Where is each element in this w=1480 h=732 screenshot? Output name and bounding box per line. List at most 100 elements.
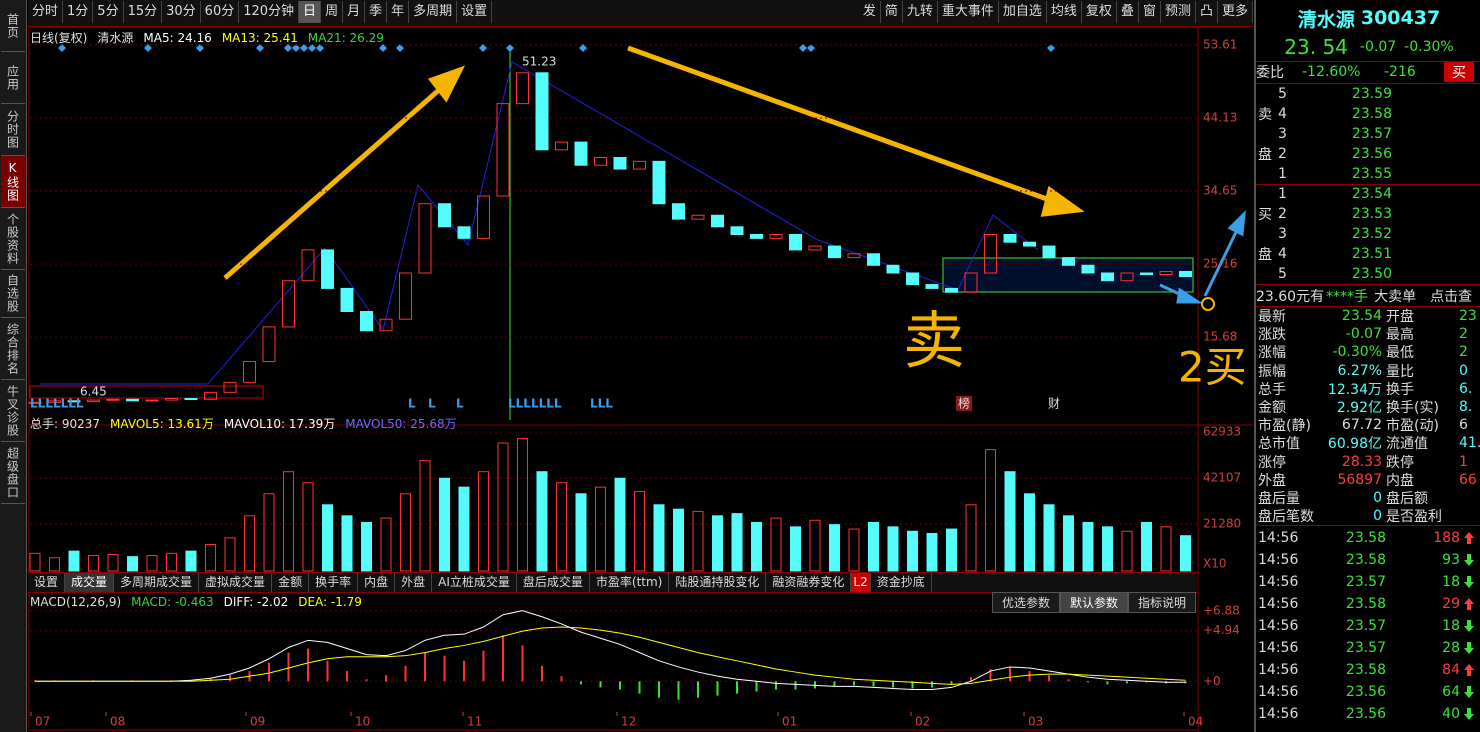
tool-button[interactable]: 更多 (1218, 1, 1253, 23)
macd-button[interactable]: 默认参数 (1060, 592, 1129, 613)
candle (984, 234, 997, 274)
sidebar-item[interactable]: 分时图 (1, 104, 25, 156)
period-button[interactable]: 60分 (201, 1, 240, 23)
macd-button[interactable]: 指标说明 (1128, 592, 1197, 613)
panel-text: 23.55 (1351, 166, 1392, 182)
volume-bar (1024, 493, 1035, 572)
volume-bar (770, 517, 782, 572)
legend-item: DIFF: -2.02 (223, 595, 289, 609)
trade-arrow (1464, 664, 1474, 676)
tool-button[interactable]: 复权 (1082, 1, 1117, 23)
period-button[interactable]: 5分 (93, 1, 124, 23)
panel-text: 8. (1459, 399, 1473, 415)
panel-text: 1 (1278, 186, 1287, 202)
tool-button[interactable]: 九转 (903, 1, 938, 23)
indicator-tab[interactable]: L2 (851, 573, 871, 592)
sidebar-item[interactable]: 超级盘口 (1, 442, 25, 504)
indicator-tab[interactable]: 内盘 (358, 573, 396, 592)
panel-row: 盘 4 23.51 (1256, 244, 1480, 264)
tool-button[interactable]: 简 (881, 1, 903, 23)
period-button[interactable]: 多周期 (409, 1, 458, 23)
tool-button[interactable]: 窗 (1139, 1, 1161, 23)
candle (711, 214, 724, 228)
trade-arrow (1464, 686, 1474, 698)
indicator-tab[interactable]: 多周期成交量 (114, 573, 200, 592)
legend-item: DEA: -1.79 (298, 595, 362, 609)
period-button[interactable]: 日 (299, 1, 322, 23)
period-button[interactable]: 周 (321, 1, 344, 23)
sidebar-item[interactable]: 首页 (1, 0, 25, 52)
indicator-tab[interactable]: 陆股通持股变化 (669, 573, 767, 592)
candle (126, 398, 139, 402)
frame (28, 26, 1199, 731)
candle (847, 253, 861, 259)
panel-text: 内盘 (1386, 472, 1414, 489)
indicator-tab[interactable]: 外盘 (395, 573, 433, 592)
volume-bar (361, 521, 372, 572)
trade-arrow (1464, 708, 1474, 720)
trade-arrow (1464, 620, 1474, 632)
period-button[interactable]: 1分 (63, 1, 94, 23)
volume-bar (634, 491, 645, 572)
buy-button[interactable]: 买 (1444, 62, 1474, 82)
candle (106, 398, 120, 401)
tool-button[interactable]: 凸 (1196, 1, 1218, 23)
candle (945, 287, 958, 293)
legend: MACD(12,26,9) MACD: -0.463 DIFF: -2.02 DEA:… (30, 595, 372, 609)
sidebar-item[interactable]: K线图 (1, 156, 25, 208)
panel-text: 14:56 (1258, 552, 1299, 568)
candle (165, 398, 178, 401)
panel-text: -0.07 (1345, 326, 1382, 343)
volume-bar (907, 530, 918, 572)
period-button[interactable]: 季 (365, 1, 388, 23)
tool-button[interactable]: 叠 (1117, 1, 1139, 23)
indicator-tab[interactable]: 融资融券变化 (766, 573, 852, 592)
period-button[interactable]: 月 (343, 1, 366, 23)
panel-text: 23.59 (1351, 86, 1392, 102)
y-tick-label: 25.16 (1203, 257, 1237, 271)
indicator-tab[interactable]: 盘后成交量 (517, 573, 590, 592)
panel-text: 23.58 (1351, 106, 1392, 122)
panel-text: 23.54 (1341, 308, 1382, 324)
tool-button[interactable]: 均线 (1047, 1, 1082, 23)
sidebar-item[interactable]: 牛叉诊股 (1, 380, 25, 442)
legend-item: MA13: 25.41 (221, 31, 298, 45)
panel-text: ****手 (1326, 289, 1369, 305)
panel-text: -12.60% (1302, 64, 1361, 80)
candle (223, 381, 237, 393)
sidebar-item[interactable]: 应用 (1, 52, 25, 104)
candle (906, 272, 919, 286)
indicator-tab[interactable]: AI立桩成交量 (432, 573, 517, 592)
indicator-tab[interactable]: 市盈率(ttm) (590, 573, 670, 592)
scale-label: X10 (1203, 557, 1227, 571)
indicator-tab[interactable]: 换手率 (309, 573, 359, 592)
period-button[interactable]: 设置 (457, 1, 493, 23)
tool-button[interactable]: 预测 (1161, 1, 1196, 23)
panel-text: 市盈(静) (1258, 418, 1311, 435)
period-button[interactable]: 分时 (28, 1, 64, 23)
indicator-tab[interactable]: 成交量 (65, 573, 115, 592)
indicator-tab[interactable]: 设置 (28, 573, 66, 592)
sidebar-item[interactable]: 综合排名 (1, 318, 25, 380)
period-button[interactable]: 120分钟 (239, 1, 300, 23)
macd-button[interactable]: 优选参数 (992, 592, 1061, 613)
period-button[interactable]: 年 (387, 1, 410, 23)
link[interactable]: 点击查 (1430, 289, 1473, 305)
tool-button[interactable]: 加自选 (999, 1, 1047, 23)
period-button[interactable]: 15分 (124, 1, 163, 23)
panel-text: 开盘 (1386, 309, 1414, 325)
panel-text: 换手(实) (1386, 400, 1439, 416)
volume-bar (263, 493, 275, 572)
period-button[interactable]: 30分 (162, 1, 201, 23)
indicator-tab[interactable]: 资金抄底 (871, 573, 932, 592)
indicator-tab[interactable]: 金额 (272, 573, 310, 592)
legend-item: MACD(12,26,9) (30, 595, 122, 609)
volume-bar (926, 532, 938, 572)
sidebar-item[interactable]: 个股资料 (1, 208, 25, 270)
panel-text: -0.30% (1404, 39, 1454, 55)
tool-button[interactable]: 发 (859, 1, 881, 23)
indicator-tab[interactable]: 虚拟成交量 (199, 573, 273, 592)
sidebar-item[interactable]: 自选股 (1, 270, 25, 318)
panel-text: 盘 (1258, 147, 1272, 163)
tool-button[interactable]: 重大事件 (938, 1, 999, 23)
